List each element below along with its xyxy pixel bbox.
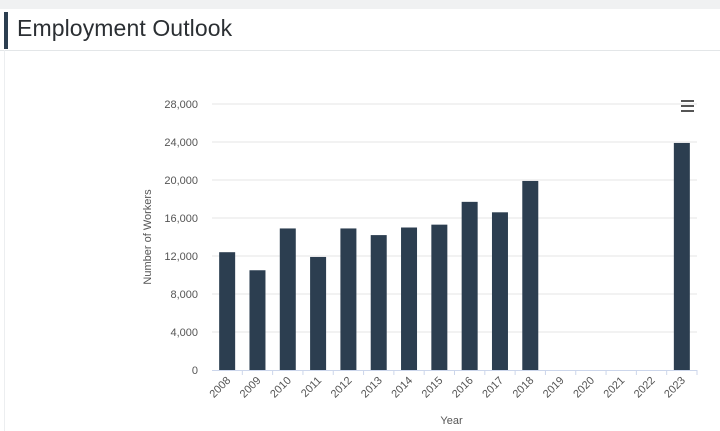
x-tick-label: 2018 (511, 375, 537, 401)
bar-2023[interactable] (673, 142, 690, 370)
y-tick-label: 16,000 (164, 213, 198, 225)
bar-2018[interactable] (522, 180, 539, 370)
x-tick-label: 2017 (480, 375, 506, 401)
y-axis-title: Number of Workers (142, 189, 154, 285)
hamburger-menu-icon (681, 100, 694, 103)
hamburger-menu-icon-line (681, 110, 694, 113)
hamburger-menu-icon-line (681, 105, 694, 108)
y-axis-ticks: 0 4,000 8,000 12,000 16,000 20,000 24,000 28,00… (164, 99, 198, 377)
x-tick-label: 2021 (602, 375, 628, 401)
x-tick-label: 2019 (541, 375, 567, 401)
x-tick-label: 2014 (389, 375, 415, 401)
x-tick-label: 2013 (359, 375, 385, 401)
bar-2014[interactable] (401, 227, 418, 371)
x-tick-label: 2020 (571, 375, 597, 401)
bar-2017[interactable] (491, 212, 508, 370)
bar-2011[interactable] (310, 256, 327, 370)
x-tick-label: 2010 (268, 375, 294, 401)
y-tick-label: 0 (192, 365, 198, 377)
chart-bars (219, 142, 698, 375)
chart-menu-button[interactable] (675, 96, 699, 116)
bar-2009[interactable] (249, 270, 266, 370)
x-tick-label: 2009 (238, 375, 264, 401)
y-tick-label: 24,000 (164, 137, 198, 149)
bar-2013[interactable] (370, 235, 387, 370)
bar-2016[interactable] (461, 201, 478, 370)
bar-2015[interactable] (431, 224, 448, 370)
x-tick-label: 2016 (450, 375, 476, 401)
y-tick-label: 28,000 (164, 99, 198, 111)
x-tick-label: 2012 (329, 375, 355, 401)
top-strip (0, 0, 720, 9)
x-tick-label: 2011 (299, 375, 324, 400)
page-title: Employment Outlook (17, 15, 233, 41)
y-tick-label: 8,000 (170, 289, 198, 301)
bar-2008[interactable] (219, 252, 236, 370)
x-axis-ticks: 2008 2009 2010 2011 2012 2013 2014 2015 2016 2017… (207, 375, 687, 401)
x-axis-title: Year (440, 415, 463, 427)
x-tick-label: 2008 (207, 375, 233, 401)
panel-left-border (4, 50, 5, 431)
y-tick-label: 20,000 (164, 175, 198, 187)
panel-header: Employment Outlook (0, 9, 720, 51)
y-tick-label: 12,000 (164, 251, 198, 263)
y-tick-label: 4,000 (170, 327, 198, 339)
x-tick-label: 2022 (632, 375, 658, 401)
x-tick-label: 2015 (420, 375, 446, 401)
employment-outlook-panel: Employment Outlook (0, 9, 720, 431)
header-accent-bar (4, 12, 8, 49)
bar-2010[interactable] (279, 228, 296, 370)
x-tick-label: 2023 (662, 375, 688, 401)
bar-2012[interactable] (340, 228, 357, 370)
